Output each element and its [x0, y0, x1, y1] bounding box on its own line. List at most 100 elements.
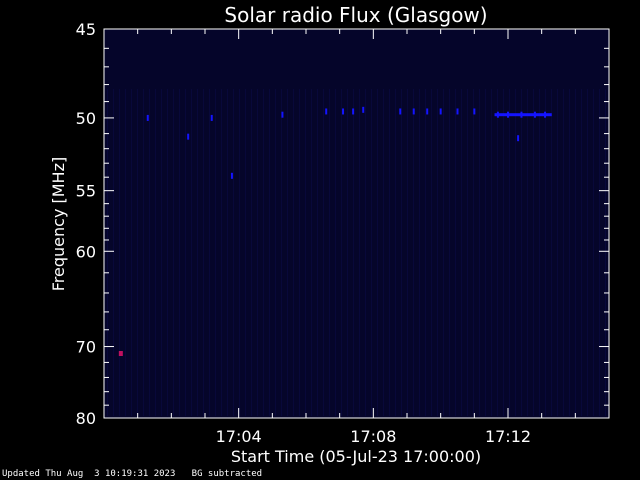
- noise-stripe: [479, 89, 480, 416]
- noise-stripe: [485, 89, 486, 416]
- emission-marks: [118, 106, 552, 357]
- y-tick-label: 70: [76, 338, 96, 357]
- noise-stripe: [605, 89, 606, 416]
- noise-stripe: [179, 89, 180, 416]
- noise-stripe: [323, 89, 324, 416]
- noise-stripe: [263, 89, 264, 416]
- emission-point: [517, 135, 520, 142]
- noise-stripe: [305, 89, 306, 416]
- noise-stripe: [449, 89, 450, 416]
- x-tick-label: 17:12: [485, 427, 531, 446]
- noise-stripe: [251, 89, 252, 416]
- emission-point: [399, 108, 402, 115]
- noise-stripe: [113, 89, 114, 416]
- noise-stripe: [215, 89, 216, 416]
- noise-stripe: [209, 89, 210, 416]
- noise-stripe: [383, 89, 384, 416]
- emission-point: [533, 111, 536, 118]
- noise-stripe: [581, 89, 582, 416]
- noise-stripe: [587, 89, 588, 416]
- plot-area: [104, 29, 609, 418]
- noise-stripe: [245, 89, 246, 416]
- emission-point: [210, 114, 213, 121]
- noise-stripe: [155, 89, 156, 416]
- emission-point: [426, 108, 429, 115]
- y-axis: 45 50 55 60 70 80: [76, 20, 609, 428]
- noise-stripe: [239, 89, 240, 416]
- emission-point: [187, 133, 190, 140]
- noise-stripe: [161, 89, 162, 416]
- emission-point: [520, 111, 523, 118]
- noise-stripe: [257, 89, 258, 416]
- noise-stripe: [557, 89, 558, 416]
- noise-stripe: [467, 89, 468, 416]
- noise-stripe: [227, 89, 228, 416]
- y-tick-label: 50: [76, 109, 96, 128]
- noise-stripe: [293, 89, 294, 416]
- emission-point: [230, 172, 233, 179]
- x-axis-label: Start Time (05-Jul-23 17:00:00): [231, 447, 481, 466]
- noise-stripe: [599, 89, 600, 416]
- noise-stripe: [317, 89, 318, 416]
- emission-point: [439, 108, 442, 115]
- noise-stripe: [275, 89, 276, 416]
- noise-stripe: [359, 89, 360, 416]
- noise-stripe: [119, 89, 120, 416]
- emission-band: [494, 113, 552, 117]
- noise-stripe: [173, 89, 174, 416]
- noise-stripe: [143, 89, 144, 416]
- bg-note: BG subtracted: [191, 469, 263, 479]
- y-tick-label: 45: [76, 20, 96, 39]
- noise-stripe: [335, 89, 336, 416]
- noise-stripe: [503, 89, 504, 416]
- noise-stripe: [509, 89, 510, 416]
- emission-point: [473, 108, 476, 115]
- noise-stripe: [269, 89, 270, 416]
- emission-point: [146, 114, 149, 121]
- noise-stripe: [347, 89, 348, 416]
- noise-stripe: [353, 89, 354, 416]
- chart-title: Solar radio Flux (Glasgow): [224, 3, 487, 27]
- noise-stripe: [473, 89, 474, 416]
- noise-stripe: [329, 89, 330, 416]
- noise-stripe: [377, 89, 378, 416]
- updated-timestamp: Updated Thu Aug 3 10:19:31 2023: [2, 469, 176, 479]
- noise-stripe: [461, 89, 462, 416]
- emission-point: [412, 108, 415, 115]
- emission-point: [362, 106, 365, 113]
- emission-spot: [118, 351, 123, 357]
- noise-stripe: [125, 89, 126, 416]
- y-tick-label: 80: [76, 409, 96, 428]
- noise-stripe: [419, 89, 420, 416]
- emission-point: [281, 111, 284, 118]
- noise-stripe: [545, 89, 546, 416]
- noise-stripe: [569, 89, 570, 416]
- noise-stripe: [539, 89, 540, 416]
- y-axis-label: Frequency [MHz]: [49, 157, 68, 291]
- emission-point: [342, 108, 345, 115]
- noise-stripe: [491, 89, 492, 416]
- noise-stripe: [365, 89, 366, 416]
- noise-stripe: [371, 89, 372, 416]
- background-noise-stripes: [107, 89, 606, 416]
- noise-stripe: [455, 89, 456, 416]
- x-tick-label: 17:04: [216, 427, 262, 446]
- emission-point: [507, 111, 509, 118]
- noise-stripe: [191, 89, 192, 416]
- x-tick-label: 17:08: [350, 427, 396, 446]
- noise-stripe: [203, 89, 204, 416]
- noise-stripe: [197, 89, 198, 416]
- emission-point: [496, 111, 499, 118]
- noise-stripe: [107, 89, 108, 416]
- plot-frame: [103, 28, 610, 419]
- noise-stripe: [401, 89, 402, 416]
- noise-stripe: [413, 89, 414, 416]
- noise-stripe: [167, 89, 168, 416]
- noise-stripe: [287, 89, 288, 416]
- noise-stripe: [395, 89, 396, 416]
- noise-stripe: [521, 89, 522, 416]
- noise-stripe: [137, 89, 138, 416]
- noise-stripe: [425, 89, 426, 416]
- emission-point: [352, 108, 355, 115]
